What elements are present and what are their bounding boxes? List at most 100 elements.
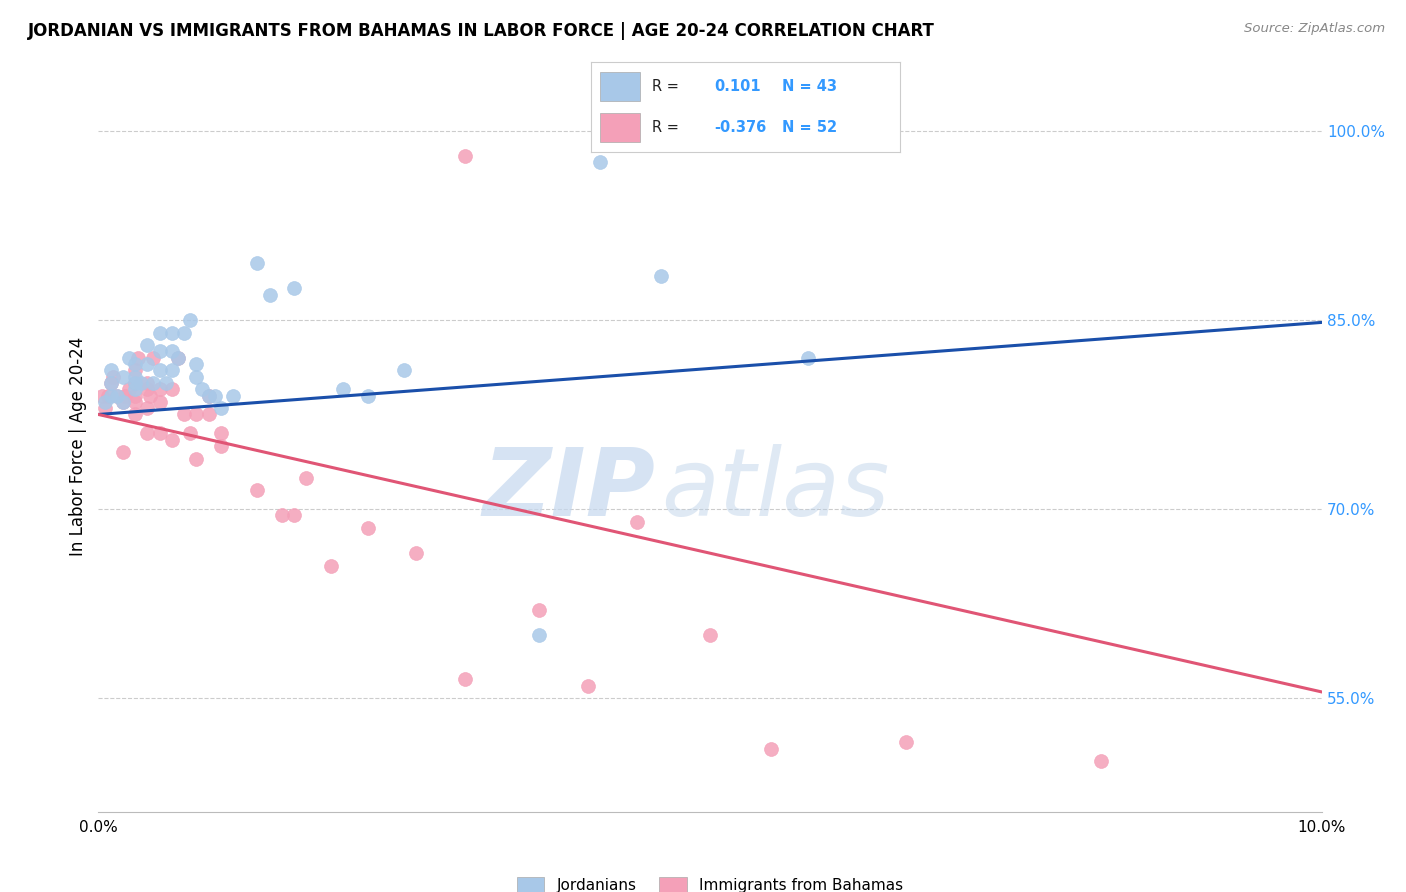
Text: -0.376: -0.376 [714,120,766,135]
Point [142,376,165,390]
Text: ZIP: ZIP [482,444,655,536]
Point [100,376,122,390]
Point [270,508,292,523]
Point [93,395,115,409]
Point [111,395,134,409]
Point [136,376,159,390]
Point [111,395,134,409]
Point [283,281,305,295]
Point [91,388,114,402]
Point [139,388,162,402]
Point [118,382,141,396]
Text: R =: R = [652,120,683,135]
Point [124,376,146,390]
Point [186,451,208,466]
Point [197,408,219,422]
Point [160,326,183,340]
Point [100,363,122,377]
Point [124,363,146,377]
Y-axis label: In Labor Force | Age 20-24: In Labor Force | Age 20-24 [69,336,87,556]
Point [186,357,208,371]
Bar [600,113,640,142]
Point [186,369,208,384]
Point [149,363,172,377]
Point [626,515,648,529]
Point [155,376,177,390]
Point [173,408,195,422]
Point [118,351,141,365]
Point [527,628,550,642]
Point [797,351,820,365]
Point [356,521,378,535]
Point [111,445,134,459]
Point [136,401,159,416]
Point [650,268,672,283]
Legend: Jordanians, Immigrants from Bahamas: Jordanians, Immigrants from Bahamas [510,871,910,892]
Point [209,426,232,441]
Text: N = 52: N = 52 [782,120,838,135]
Point [124,382,146,396]
Point [527,603,550,617]
Point [149,395,172,409]
Point [209,401,232,416]
Point [179,313,201,327]
Point [127,351,149,365]
Text: atlas: atlas [661,444,890,535]
Point [589,155,612,169]
Text: Source: ZipAtlas.com: Source: ZipAtlas.com [1244,22,1385,36]
Point [160,344,183,359]
Point [142,351,165,365]
Point [204,388,226,402]
Point [136,357,159,371]
Point [222,388,245,402]
Point [295,470,318,484]
Point [149,382,172,396]
Point [124,408,146,422]
Point [332,382,354,396]
Point [149,426,172,441]
Point [105,388,128,402]
Point [392,363,416,377]
Point [129,376,152,390]
Text: JORDANIAN VS IMMIGRANTS FROM BAHAMAS IN LABOR FORCE | AGE 20-24 CORRELATION CHAR: JORDANIAN VS IMMIGRANTS FROM BAHAMAS IN … [28,22,935,40]
Point [179,426,201,441]
Text: 0.101: 0.101 [714,79,761,94]
Point [114,388,136,402]
Point [759,741,782,756]
Point [356,388,378,402]
Point [136,382,159,396]
Point [259,287,281,301]
Point [160,433,183,447]
Point [246,483,269,497]
Point [105,388,128,402]
Point [186,408,208,422]
Point [405,546,427,560]
Bar [600,72,640,101]
Point [97,388,120,402]
Point [319,558,342,573]
Point [1090,754,1112,768]
Point [191,382,214,396]
Point [111,369,134,384]
Point [124,357,146,371]
Text: N = 43: N = 43 [782,79,838,94]
Point [576,679,599,693]
Point [197,388,219,402]
Point [246,256,269,270]
Point [167,351,190,365]
Point [209,439,232,453]
Point [454,149,477,163]
Point [124,369,146,384]
Point [101,369,124,384]
Point [167,351,190,365]
Point [136,338,159,352]
Text: R =: R = [652,79,683,94]
Point [124,388,146,402]
Point [160,382,183,396]
Point [454,673,477,687]
Point [124,395,146,409]
Point [173,326,195,340]
Point [149,326,172,340]
Point [160,363,183,377]
Point [197,388,219,402]
